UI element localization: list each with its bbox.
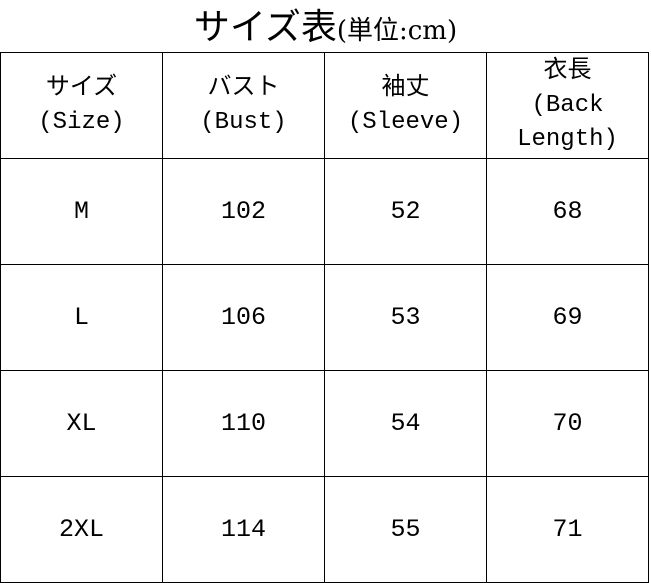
header-label-jp: 袖丈	[381, 74, 430, 102]
table-row: M 102 52 68	[0, 158, 649, 265]
header-back-length: 衣長 (Back Length)	[486, 52, 649, 159]
header-label-jp: サイズ	[45, 74, 118, 102]
cell-bust: 110	[162, 370, 325, 477]
header-label-jp: バスト	[207, 74, 280, 102]
cell-size: M	[0, 158, 163, 265]
header-label-en: (Back Length)	[517, 91, 618, 153]
cell-back-length: 69	[486, 264, 649, 371]
page-title: サイズ表(単位:cm)	[0, 4, 651, 55]
size-table: サイズ (Size) バスト (Bust) 袖丈 (Sleeve) 衣長 (Back L…	[0, 52, 649, 583]
cell-bust: 106	[162, 264, 325, 371]
cell-back-length: 71	[486, 476, 649, 583]
header-label-en: (Bust)	[200, 108, 287, 136]
table-row: 2XL 114 55 71	[0, 476, 649, 583]
cell-back-length: 70	[486, 370, 649, 477]
title-unit: (単位:cm)	[336, 16, 458, 46]
header-bust: バスト (Bust)	[162, 52, 325, 159]
table-header-row: サイズ (Size) バスト (Bust) 袖丈 (Sleeve) 衣長 (Back L…	[0, 52, 649, 159]
header-label-en: (Sleeve)	[347, 108, 464, 136]
header-label-jp: 衣長	[543, 57, 592, 85]
title-main: サイズ表	[193, 7, 337, 48]
table-row: L 106 53 69	[0, 264, 649, 371]
header-size: サイズ (Size)	[0, 52, 163, 159]
table-row: XL 110 54 70	[0, 370, 649, 477]
header-sleeve: 袖丈 (Sleeve)	[324, 52, 487, 159]
cell-size: L	[0, 264, 163, 371]
cell-sleeve: 53	[324, 264, 487, 371]
cell-size: 2XL	[0, 476, 163, 583]
cell-sleeve: 54	[324, 370, 487, 477]
header-label-en: (Size)	[38, 108, 125, 136]
cell-bust: 114	[162, 476, 325, 583]
cell-back-length: 68	[486, 158, 649, 265]
cell-sleeve: 55	[324, 476, 487, 583]
cell-sleeve: 52	[324, 158, 487, 265]
cell-bust: 102	[162, 158, 325, 265]
cell-size: XL	[0, 370, 163, 477]
